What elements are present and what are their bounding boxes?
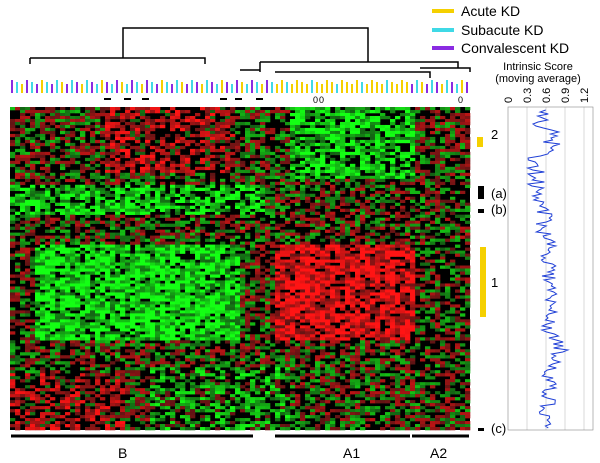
score-axis-ticks: 0 0.3 0.6 0.9 1.2 bbox=[503, 88, 591, 103]
score-panel-frame bbox=[507, 106, 594, 431]
group-b-label: B bbox=[118, 445, 127, 461]
tree-marker-zero-2: 0 bbox=[319, 95, 324, 105]
score-tick-label: 0 bbox=[503, 97, 515, 103]
score-line bbox=[525, 109, 570, 429]
legend-label-subacute: Subacute KD bbox=[461, 22, 544, 38]
legend-swatch-convalescent bbox=[432, 46, 454, 50]
score-tick-label: 0.6 bbox=[541, 88, 553, 103]
cluster-1-bar bbox=[480, 247, 486, 317]
legend-label-acute: Acute KD bbox=[461, 3, 520, 19]
cluster-a-bar bbox=[478, 186, 484, 199]
legend-label-convalescent: Convalescent KD bbox=[461, 40, 569, 56]
cluster-c-label: (c) bbox=[491, 421, 506, 436]
legend-swatch-acute bbox=[432, 9, 454, 13]
tree-marker-zero-3: 0 bbox=[458, 95, 463, 105]
cluster-1-label: 1 bbox=[491, 275, 498, 290]
cluster-a-label: (a) bbox=[491, 186, 507, 201]
score-tick-label: 0.3 bbox=[522, 88, 534, 103]
dendrogram-leaves bbox=[11, 80, 468, 93]
legend-swatch-subacute bbox=[432, 28, 454, 32]
cluster-b-label: (b) bbox=[491, 202, 507, 217]
expression-heatmap bbox=[10, 107, 471, 431]
cluster-2-bar bbox=[477, 137, 483, 147]
cluster-b-bar bbox=[478, 209, 484, 213]
score-title-line1: Intrinsic Score bbox=[503, 61, 573, 73]
sample-dendrogram bbox=[29, 27, 471, 78]
group-a1-label: A1 bbox=[343, 445, 360, 461]
legend: Acute KD Subacute KD Convalescent KD bbox=[432, 3, 569, 56]
score-tick-label: 1.2 bbox=[579, 88, 591, 103]
cluster-c-bar bbox=[478, 428, 484, 431]
group-a2-label: A2 bbox=[430, 445, 447, 461]
score-tick-label: 0.9 bbox=[560, 88, 572, 103]
score-title-line2: (moving average) bbox=[495, 73, 581, 85]
score-gridlines bbox=[526, 107, 585, 430]
tree-marker-zero-1: 0 bbox=[313, 95, 318, 105]
cluster-2-label: 2 bbox=[491, 127, 498, 142]
